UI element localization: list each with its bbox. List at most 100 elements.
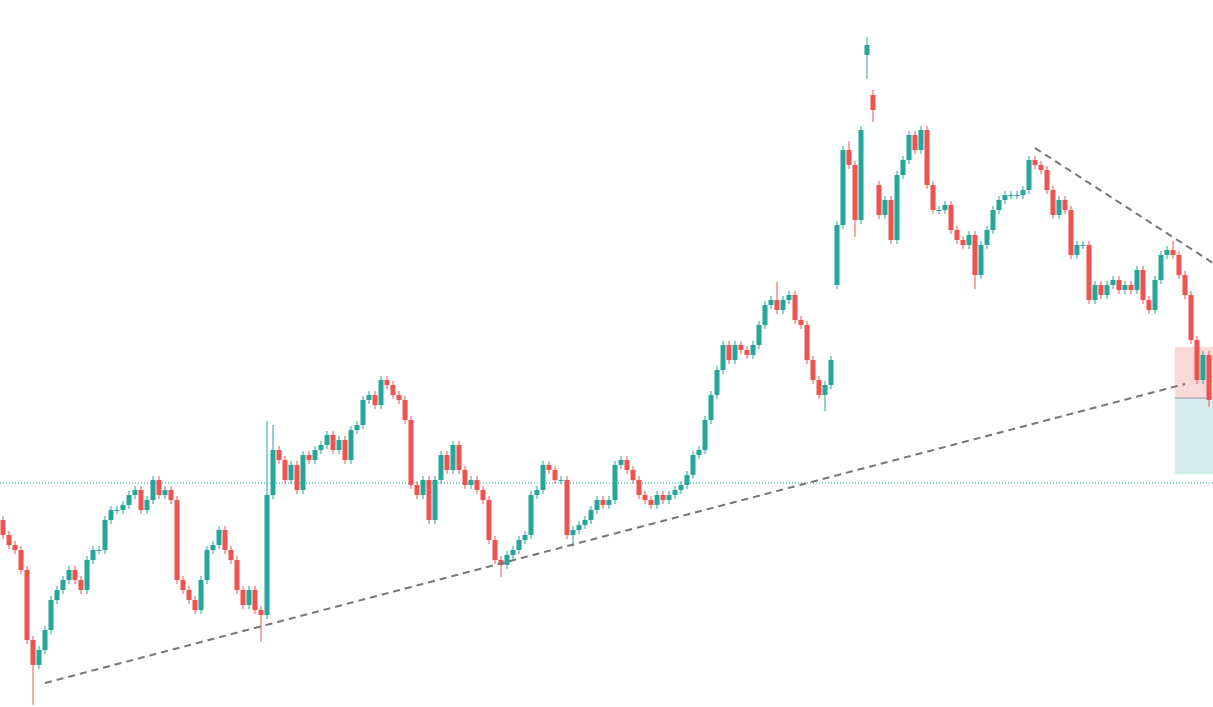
- candle-body: [972, 235, 978, 275]
- candle-body: [294, 465, 300, 490]
- candle-body: [120, 505, 126, 510]
- candle-body: [282, 460, 288, 480]
- candle-body: [852, 165, 858, 220]
- candle-body: [504, 555, 510, 565]
- candle-body: [1134, 270, 1140, 290]
- candle-body: [78, 580, 84, 590]
- candle-body: [138, 490, 144, 510]
- candle-body: [1068, 210, 1074, 255]
- candle-body: [252, 590, 258, 610]
- candle-body: [636, 480, 642, 495]
- candle-body: [798, 320, 804, 325]
- candle-body: [126, 495, 132, 505]
- candle-body: [822, 385, 828, 395]
- candle-body: [450, 445, 456, 470]
- candle-body: [564, 480, 570, 535]
- candle-body: [456, 445, 462, 470]
- candle-body: [90, 550, 96, 560]
- candle-body: [954, 230, 960, 240]
- candle-body: [546, 465, 552, 470]
- candle-body: [690, 455, 696, 475]
- candle-body: [714, 370, 720, 395]
- candle-body: [342, 440, 348, 460]
- candle-body: [624, 460, 630, 470]
- candle-body: [240, 590, 246, 605]
- candle-body: [444, 455, 450, 470]
- candle-body: [1182, 275, 1188, 295]
- candle-body: [162, 490, 168, 495]
- candle-body: [894, 175, 900, 240]
- candle-body: [312, 450, 318, 460]
- candle-body: [168, 490, 174, 500]
- candle-body: [1146, 300, 1152, 310]
- candle-body: [870, 95, 876, 110]
- candle-body: [660, 495, 666, 500]
- candle-body: [882, 200, 888, 215]
- candle-body: [18, 550, 24, 570]
- trend-line: [1034, 147, 1213, 264]
- candle-body: [732, 345, 738, 360]
- candle-body: [6, 535, 12, 545]
- candle-body: [672, 490, 678, 495]
- candle-body: [468, 480, 474, 485]
- candle-body: [300, 455, 306, 490]
- candle-body: [600, 500, 606, 505]
- candle-body: [966, 235, 972, 245]
- candle-body: [756, 325, 762, 345]
- candle-body: [24, 570, 30, 640]
- candle-body: [270, 450, 276, 495]
- candle-body: [1122, 285, 1128, 290]
- candle-body: [810, 360, 816, 380]
- candle-body: [1086, 245, 1092, 300]
- candle-body: [1170, 250, 1176, 255]
- candle-body: [924, 130, 930, 185]
- candle-body: [1098, 285, 1104, 295]
- candle-body: [408, 420, 414, 485]
- candle-body: [348, 430, 354, 460]
- candle-body: [816, 380, 822, 395]
- candle-body: [336, 440, 342, 450]
- candle-body: [1038, 165, 1044, 170]
- candle-body: [552, 470, 558, 480]
- candle-body: [582, 520, 588, 525]
- candle-body: [1176, 255, 1182, 275]
- candle-body: [390, 385, 396, 395]
- candle-body: [774, 300, 780, 310]
- candle-body: [222, 530, 228, 550]
- candle-body: [426, 480, 432, 520]
- candle-body: [936, 210, 942, 211]
- candle-body: [492, 540, 498, 560]
- candle-body: [1032, 160, 1038, 165]
- candle-body: [1206, 355, 1212, 400]
- candle-body: [678, 485, 684, 490]
- candle-body: [1080, 245, 1086, 246]
- candle-body: [174, 500, 180, 580]
- candle-body: [960, 240, 966, 245]
- candle-body: [132, 490, 138, 495]
- candle-body: [516, 540, 522, 550]
- candle-body: [186, 590, 192, 600]
- candle-body: [96, 550, 102, 551]
- candle-body: [522, 535, 528, 540]
- trend-line: [44, 383, 1186, 684]
- candle-body: [438, 455, 444, 480]
- candle-body: [330, 435, 336, 450]
- candle-body: [840, 150, 846, 225]
- candle-body: [540, 465, 546, 490]
- candle-body: [1020, 190, 1026, 195]
- candle-body: [84, 560, 90, 590]
- candle-body: [1044, 170, 1050, 190]
- candle-body: [762, 305, 768, 325]
- candle-body: [666, 495, 672, 500]
- candle-body: [1008, 195, 1014, 196]
- candle-body: [654, 495, 660, 505]
- candle-body: [1194, 340, 1200, 380]
- candle-body: [558, 480, 564, 481]
- candle-body: [474, 480, 480, 490]
- candle-body: [510, 550, 516, 555]
- candle-body: [102, 520, 108, 550]
- candle-body: [588, 510, 594, 520]
- candle-body: [372, 395, 378, 405]
- candle-body: [288, 465, 294, 480]
- candle-body: [1092, 285, 1098, 300]
